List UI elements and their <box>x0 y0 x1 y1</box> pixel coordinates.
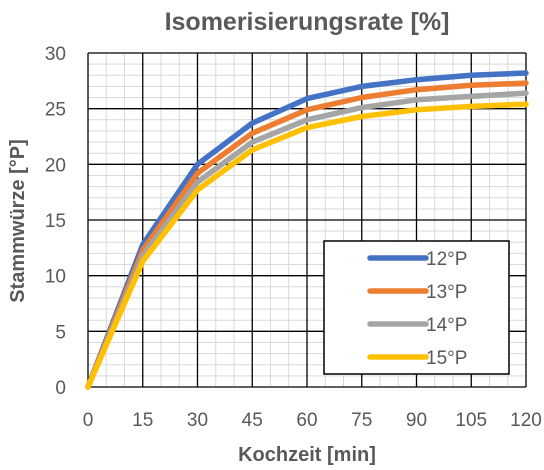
y-tick-label: 5 <box>55 322 66 343</box>
x-tick-label: 45 <box>242 410 263 431</box>
series-line-15Pp <box>85 101 529 390</box>
legend-label: 13°P <box>426 282 467 303</box>
legend-label: 14°P <box>426 315 467 336</box>
y-tick-label: 10 <box>45 267 66 288</box>
legend-label: 15°P <box>426 348 467 369</box>
axis-ticks: 0 15 30 45 60 75 90 105 120 0 5 10 15 20 25 30 <box>45 44 542 431</box>
x-tick-label: 105 <box>455 410 487 431</box>
legend: 12°P 13°P 14°P 15°P <box>323 240 510 375</box>
x-tick-label: 120 <box>510 410 542 431</box>
series-layer <box>85 70 529 390</box>
series-line-13Pp <box>85 80 529 390</box>
series-line-14Pp <box>85 90 529 390</box>
x-tick-label: 0 <box>83 410 94 431</box>
x-tick-label: 60 <box>296 410 317 431</box>
x-axis-title: Kochzeit [min] <box>238 444 376 466</box>
chart-title: Isomerisierungsrate [%] <box>165 8 450 36</box>
x-tick-label: 90 <box>406 410 427 431</box>
series-line-12Pp <box>85 70 529 390</box>
y-tick-label: 0 <box>55 378 66 399</box>
y-axis-title: Stammwürze [°P] <box>7 139 29 303</box>
legend-label: 12°P <box>426 249 467 270</box>
y-tick-label: 15 <box>45 211 66 232</box>
y-tick-label: 20 <box>45 155 66 176</box>
x-tick-label: 15 <box>132 410 153 431</box>
legend-box <box>323 240 510 375</box>
y-tick-label: 30 <box>45 44 66 65</box>
y-tick-label: 25 <box>45 100 66 121</box>
x-tick-label: 30 <box>187 410 208 431</box>
x-tick-label: 75 <box>351 410 372 431</box>
